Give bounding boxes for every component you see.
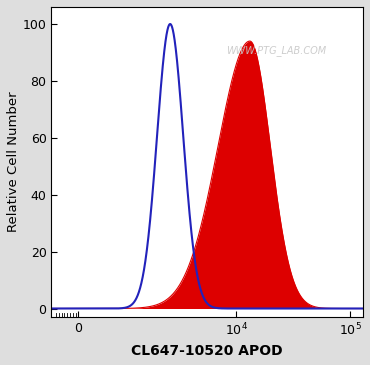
X-axis label: CL647-10520 APOD: CL647-10520 APOD	[131, 344, 283, 358]
Y-axis label: Relative Cell Number: Relative Cell Number	[7, 92, 20, 232]
Text: WWW.PTG_LAB.COM: WWW.PTG_LAB.COM	[226, 45, 326, 56]
